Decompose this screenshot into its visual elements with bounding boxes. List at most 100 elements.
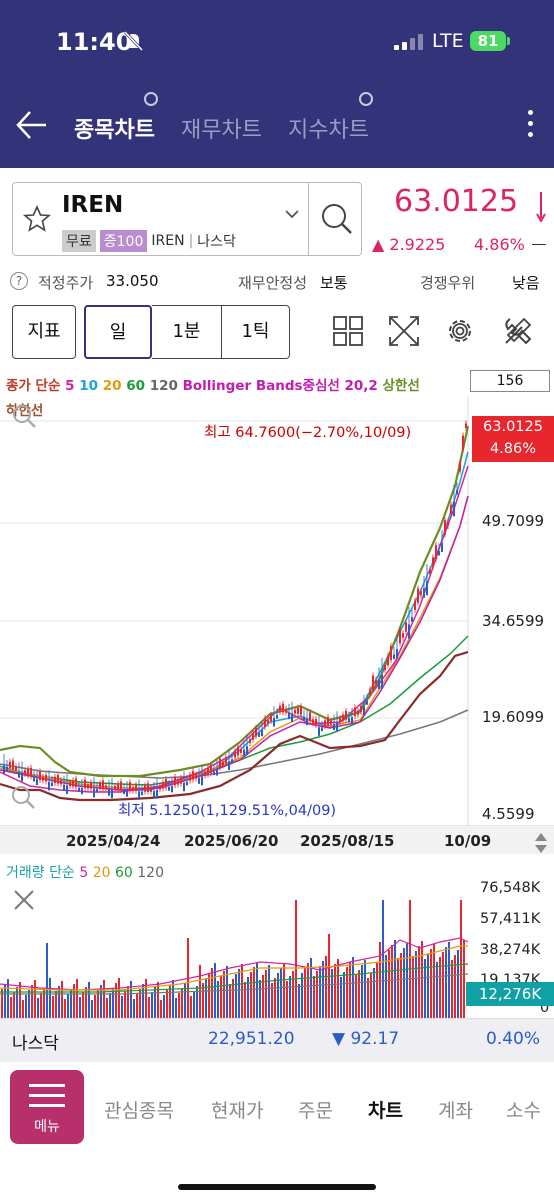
price-up-arrow-icon [536,192,546,222]
candle [306,718,308,726]
tab-financial-chart[interactable]: 재무차트 [181,118,262,143]
volume-bar [124,991,126,1018]
back-arrow-icon[interactable] [14,108,48,142]
tab-stock-chart[interactable]: 종목차트 [74,118,155,143]
volume-bar [22,1000,24,1018]
ma120-line [0,709,469,779]
volume-bar [340,977,342,1018]
candle [126,790,128,797]
volume-bar [382,900,384,1018]
volume-bar [1,989,3,1018]
indicator-button[interactable]: 지표 [12,305,76,359]
index-pct: 0.40% [486,1029,541,1049]
volume-bar [235,974,237,1018]
menu-button[interactable]: 메뉴 [10,1070,84,1144]
competition-value: 낮음 [512,274,540,292]
tick-button[interactable]: 1틱 [222,305,290,359]
zoom-icon[interactable] [10,784,36,810]
legend-lower-band: 하한선 [6,403,44,419]
nav-current-price[interactable]: 현재가 [211,1100,264,1122]
legend-upper-band: 상한선 [382,378,420,394]
expand-icon[interactable] [386,313,422,349]
volume-bar [109,993,111,1018]
volume-bar [295,900,297,1018]
scroll-arrows-icon[interactable] [534,832,548,854]
nav-account[interactable]: 계좌 [438,1100,473,1122]
search-button[interactable] [308,182,362,256]
volume-bar [151,992,153,1018]
candle-count-input[interactable]: 156 [470,370,550,392]
chevron-down-icon[interactable] [284,208,300,220]
y-tick: 49.7099 [482,512,545,530]
favorite-star-icon[interactable] [22,204,52,234]
volume-bar [166,990,168,1018]
price-change-pct: 4.86% [474,235,525,254]
menu-label: 메뉴 [34,1119,60,1135]
vol-ma60-line [0,963,469,993]
volume-bar [415,951,417,1018]
volume-bar [376,963,378,1018]
volume-bar [319,966,321,1018]
candle [228,761,230,770]
tag-free: 무료 [62,230,96,252]
volume-bar [43,988,45,1018]
more-menu-icon[interactable] [522,110,538,144]
legend-ma5: 5 [65,378,75,394]
volume-bar [34,980,36,1018]
volume-bar [262,975,264,1018]
legend-ma20: 20 [102,378,122,394]
volume-bar [406,943,408,1018]
volume-bar [229,984,231,1018]
help-icon[interactable]: ? [10,272,28,290]
daily-button[interactable]: 일 [84,305,152,359]
nav-fractional[interactable]: 소수 [506,1100,541,1122]
nav-chart[interactable]: 차트 [368,1100,403,1122]
volume-bar [160,1000,162,1018]
settings-gear-icon[interactable] [442,313,478,349]
zoom-icon[interactable] [10,402,38,430]
candle [453,502,455,517]
volume-bar [46,943,48,1018]
volume-bar [85,987,87,1018]
volume-bar [259,980,261,1018]
close-icon[interactable] [12,888,36,912]
candle [81,788,83,795]
volume-bar [88,982,90,1018]
volume-bar [400,953,402,1018]
legend-ma120: 120 [149,378,178,394]
grid-layout-icon[interactable] [330,313,366,349]
stock-selector[interactable] [12,182,362,256]
volume-bar [367,978,369,1018]
bell-muted-icon [123,30,144,52]
volume-bar [193,991,195,1018]
candle [273,718,275,727]
candle [216,769,218,776]
minute-button[interactable]: 1분 [152,305,222,359]
volume-bar [211,968,213,1018]
volume-chart[interactable] [0,884,470,1018]
volume-bar [10,997,12,1018]
tools-icon[interactable] [500,313,536,349]
volume-bar [358,970,360,1018]
volume-bar [196,986,198,1018]
nav-watchlist[interactable]: 관심종목 [104,1100,174,1122]
legend-close-sma: 종가 단순 [6,378,61,394]
candle [243,749,245,756]
index-ticker-bar[interactable]: 나스닥 22,951.20 ▼ 92.17 0.40% [0,1018,554,1062]
price-chart[interactable] [0,366,554,1016]
nav-order[interactable]: 주문 [298,1100,333,1122]
volume-bar [325,956,327,1018]
volume-bar [25,995,27,1018]
legend-ma10: 10 [79,378,98,394]
volume-bar [181,988,183,1018]
volume-bar [361,965,363,1018]
candle [426,581,428,596]
tab-index-chart[interactable]: 지수차트 [288,118,369,143]
tag-exchange: 나스닥 [197,234,236,250]
price-change: ▲ 2.9225 [372,235,446,254]
indicator-legend: 종가 단순 5 10 20 60 120 Bollinger Bands중심선 … [6,374,420,394]
volume-bar [256,962,258,1018]
volume-bar [31,985,33,1018]
volume-bar [385,955,387,1018]
